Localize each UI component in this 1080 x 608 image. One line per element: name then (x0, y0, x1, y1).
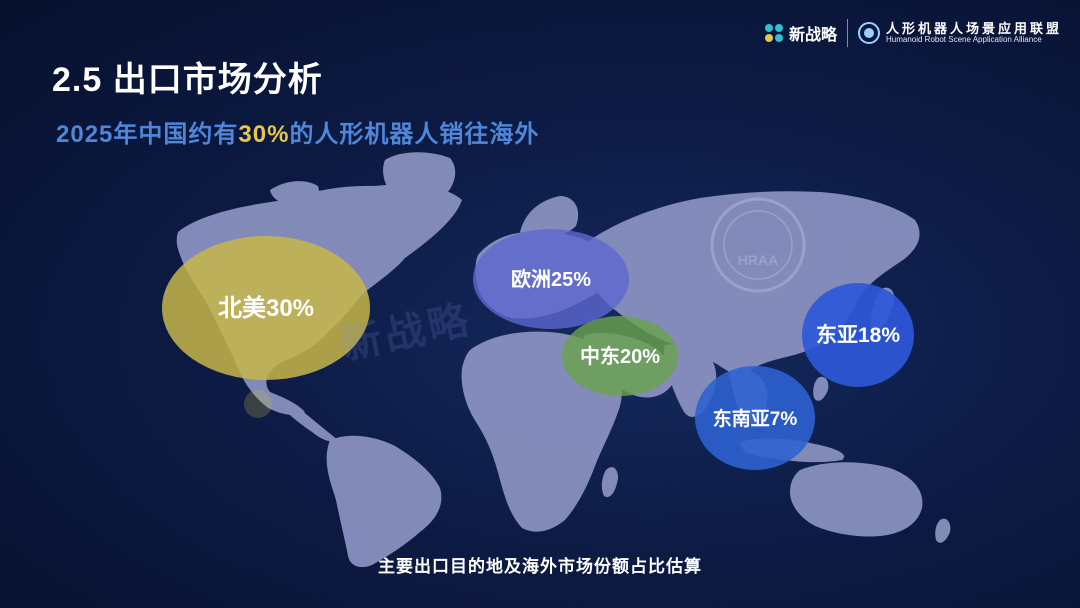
land-australia (790, 462, 923, 537)
bubble-shape (562, 316, 678, 396)
land-central-america (268, 392, 338, 442)
bubble-shape (802, 283, 914, 387)
bubble-label: 东亚18% (816, 323, 900, 347)
brand-logo-2: 人形机器人场景应用联盟 Humanoid Robot Scene Applica… (857, 20, 1062, 44)
land-philippines (813, 376, 829, 401)
alliance-emblem-icon (857, 22, 880, 44)
bubbles-layer: 北美30% 欧洲25% 中东20% 东亚18% 东南亚7% (162, 229, 914, 470)
page-subtitle: 2025年中国约有30%的人形机器人销往海外 (56, 114, 539, 149)
brand-logo-2-cn: 人形机器人场景应用联盟 (885, 20, 1062, 36)
bubble-1: 欧洲25% (473, 229, 629, 329)
bubble-3: 东亚18% (802, 283, 914, 387)
chart-caption: 主要出口目的地及海外市场份额占比估算 (378, 557, 702, 576)
subtitle-post: 的人形机器人销往海外 (289, 121, 540, 148)
bubble-label: 北美30% (218, 294, 314, 322)
bubble-shape (695, 366, 815, 470)
bubble-label: 欧洲25% (511, 267, 591, 291)
bubble-label: 东南亚7% (713, 407, 798, 430)
bubble-label: 中东20% (580, 344, 660, 368)
seal-watermark: HRAA (710, 197, 806, 293)
decor-dot (244, 390, 272, 418)
land-arctic-islands (270, 181, 319, 206)
land-greenland (383, 152, 456, 207)
brand-bar: 新战略 人形机器人场景应用联盟 Humanoid Robot Scene App… (763, 16, 1062, 50)
land-scandinavia (520, 196, 579, 238)
brand-separator (846, 19, 848, 47)
seal-text: HRAA (738, 252, 778, 268)
brand-logo-1: 新战略 (763, 21, 837, 45)
page-title: 2.5 出口市场分析 (52, 61, 323, 99)
brand-logo-2-en: Humanoid Robot Scene Application Allianc… (885, 34, 1042, 44)
bubble-0: 北美30% (162, 236, 370, 380)
subtitle-highlight: 30% (238, 121, 290, 148)
bubble-4: 东南亚7% (695, 366, 815, 470)
land-south-america (326, 435, 442, 568)
subtitle-pre: 2025年中国约有 (56, 121, 239, 148)
bubble-2: 中东20% (562, 316, 678, 396)
brand-logo-1-text: 新战略 (788, 27, 837, 44)
land-new-zealand (935, 518, 951, 543)
brand-x-icon (764, 24, 783, 42)
bubble-shape (162, 236, 370, 380)
bubble-shape (473, 229, 629, 329)
land-madagascar (601, 467, 618, 498)
